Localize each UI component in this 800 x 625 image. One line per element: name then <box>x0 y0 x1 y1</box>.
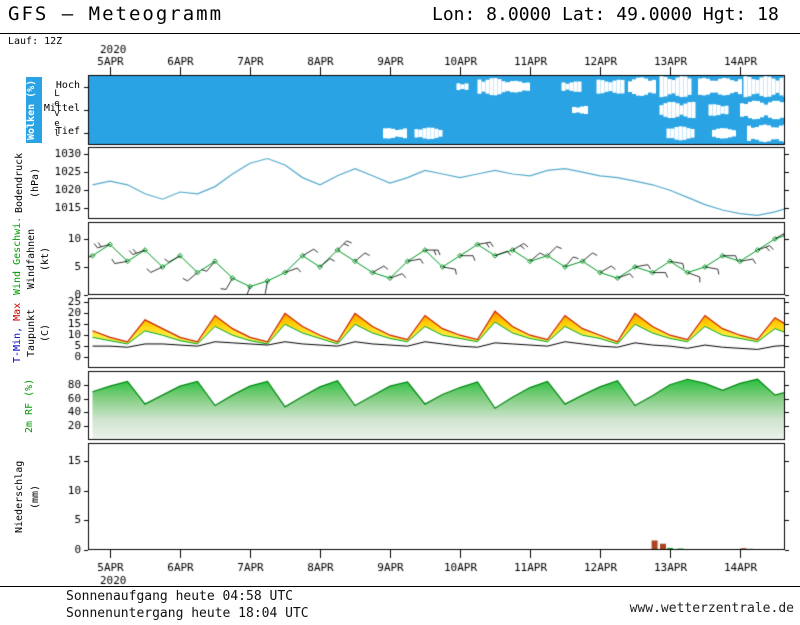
location-label: Lon: 8.0000 Lat: 49.0000 Hgt: 18 <box>432 4 779 25</box>
wind-speed-axis-label: Wind Geschwi. <box>12 216 23 295</box>
dewpoint-axis-label: Taupunkt <box>26 308 37 358</box>
temp-max-label: Max <box>12 302 23 321</box>
temp-minmax-axis-label: T-Min, Max <box>12 298 26 368</box>
page-title: GFS — Meteogramm <box>8 3 224 25</box>
precip-axis-label: Niederschlag <box>14 460 25 533</box>
header-divider <box>0 33 800 34</box>
pressure-axis-unit: (hPa) <box>30 167 41 199</box>
precip-axis-unit: (mm) <box>30 484 41 509</box>
website-link[interactable]: www.wetterzentrale.de <box>629 601 794 616</box>
clouds-level-label: Level <box>52 89 62 139</box>
cloud-row-label-mid: Mittel <box>43 103 80 114</box>
pressure-axis-label: Bodendruck <box>14 152 25 214</box>
temp-min-label: T-Min, <box>12 326 23 364</box>
footer-divider <box>0 586 800 587</box>
cloud-row-label-high: Hoch <box>55 80 80 91</box>
temp-axis-unit: (C) <box>40 323 51 343</box>
sunset-label: Sonnenuntergang heute 18:04 UTC <box>66 606 309 621</box>
run-label: Lauf: 12Z <box>8 36 63 47</box>
cloud-row-label-low: Tief <box>55 126 80 137</box>
wind-axis-unit: (kt) <box>40 246 51 271</box>
wind-barbs-axis-label: Windfahnen <box>26 228 37 289</box>
sunrise-label: Sonnenaufgang heute 04:58 UTC <box>66 589 293 604</box>
humidity-axis-label: 2m RF (%) <box>24 378 35 434</box>
